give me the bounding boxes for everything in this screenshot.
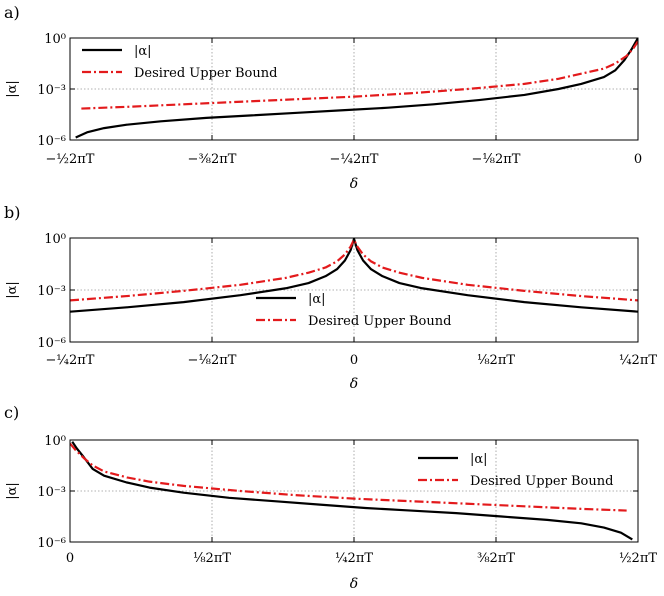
- legend-entry: |α|: [470, 452, 488, 467]
- series-line-upper-bound: [81, 40, 638, 110]
- y-tick-label: 10⁰: [44, 232, 66, 247]
- x-tick-label: −½2πT: [46, 152, 95, 167]
- series-line-upper-bound: [70, 238, 638, 302]
- y-tick-label: 10⁻⁶: [37, 536, 66, 551]
- x-tick-label: 0: [634, 152, 642, 167]
- panel-1: a)−½2πT −⅜2πT −¼2πT −⅛2πT 010⁰10⁻³10⁻⁶δ|α||α…: [4, 3, 642, 192]
- x-tick-label: ¼2πT: [619, 353, 657, 368]
- x-tick-label: ⅜2πT: [477, 551, 515, 566]
- x-tick-label: ⅛2πT: [193, 551, 231, 566]
- y-tick-label: 10⁻³: [37, 284, 66, 299]
- x-tick-label: −⅛2πT: [188, 353, 237, 368]
- x-tick-label: 0: [66, 551, 74, 566]
- series-line-alpha: [71, 441, 633, 541]
- legend-entry: |α|: [134, 44, 152, 59]
- y-tick-label: 10⁻³: [37, 485, 66, 500]
- legend-entry: Desired Upper Bound: [308, 314, 451, 329]
- y-tick-label: 10⁰: [44, 32, 66, 47]
- legend: |α| Desired Upper Bound: [418, 452, 613, 489]
- x-tick-label: −¼2πT: [330, 152, 379, 167]
- y-axis-label: |α|: [5, 80, 20, 98]
- panel-label: a): [4, 3, 20, 22]
- y-tick-label: 10⁻⁶: [37, 336, 66, 351]
- y-axis-label: |α|: [5, 482, 20, 500]
- x-tick-label: −⅜2πT: [188, 152, 237, 167]
- x-tick-label: ⅛2πT: [477, 353, 515, 368]
- x-tick-label: 0: [350, 353, 358, 368]
- panel-label: c): [4, 403, 19, 422]
- x-tick-label: −¼2πT: [46, 353, 95, 368]
- y-tick-label: 10⁻³: [37, 83, 66, 98]
- panel-label: b): [4, 203, 20, 222]
- x-tick-label: −⅛2πT: [472, 152, 521, 167]
- y-tick-label: 10⁻⁶: [37, 134, 66, 149]
- x-axis-label: δ: [350, 176, 358, 192]
- legend: |α| Desired Upper Bound: [256, 292, 451, 329]
- panel-3: c) 0 ⅛2πT ¼2πT ⅜2πT ½2πT 10⁰ 10⁻³ 10⁻⁶ δ |α| |α| Des…: [4, 403, 657, 592]
- legend: |α| Desired Upper Bound: [82, 44, 277, 81]
- series-line-upper-bound: [70, 442, 627, 512]
- series-line-alpha: [75, 38, 638, 139]
- legend-entry: Desired Upper Bound: [134, 66, 277, 81]
- x-tick-label: ¼2πT: [335, 551, 373, 566]
- x-axis-label: δ: [350, 576, 358, 592]
- legend-entry: |α|: [308, 292, 326, 307]
- y-tick-label: 10⁰: [44, 434, 66, 449]
- y-axis-label: |α|: [5, 281, 20, 299]
- x-axis-label: δ: [350, 376, 358, 392]
- x-tick-label: ½2πT: [619, 551, 657, 566]
- panel-2: b) −¼2πT −⅛2πT 0 ⅛2πT ¼2πT 10⁰ 10⁻³ 10⁻⁶ δ |α| |α| D…: [4, 203, 657, 392]
- legend-entry: Desired Upper Bound: [470, 474, 613, 489]
